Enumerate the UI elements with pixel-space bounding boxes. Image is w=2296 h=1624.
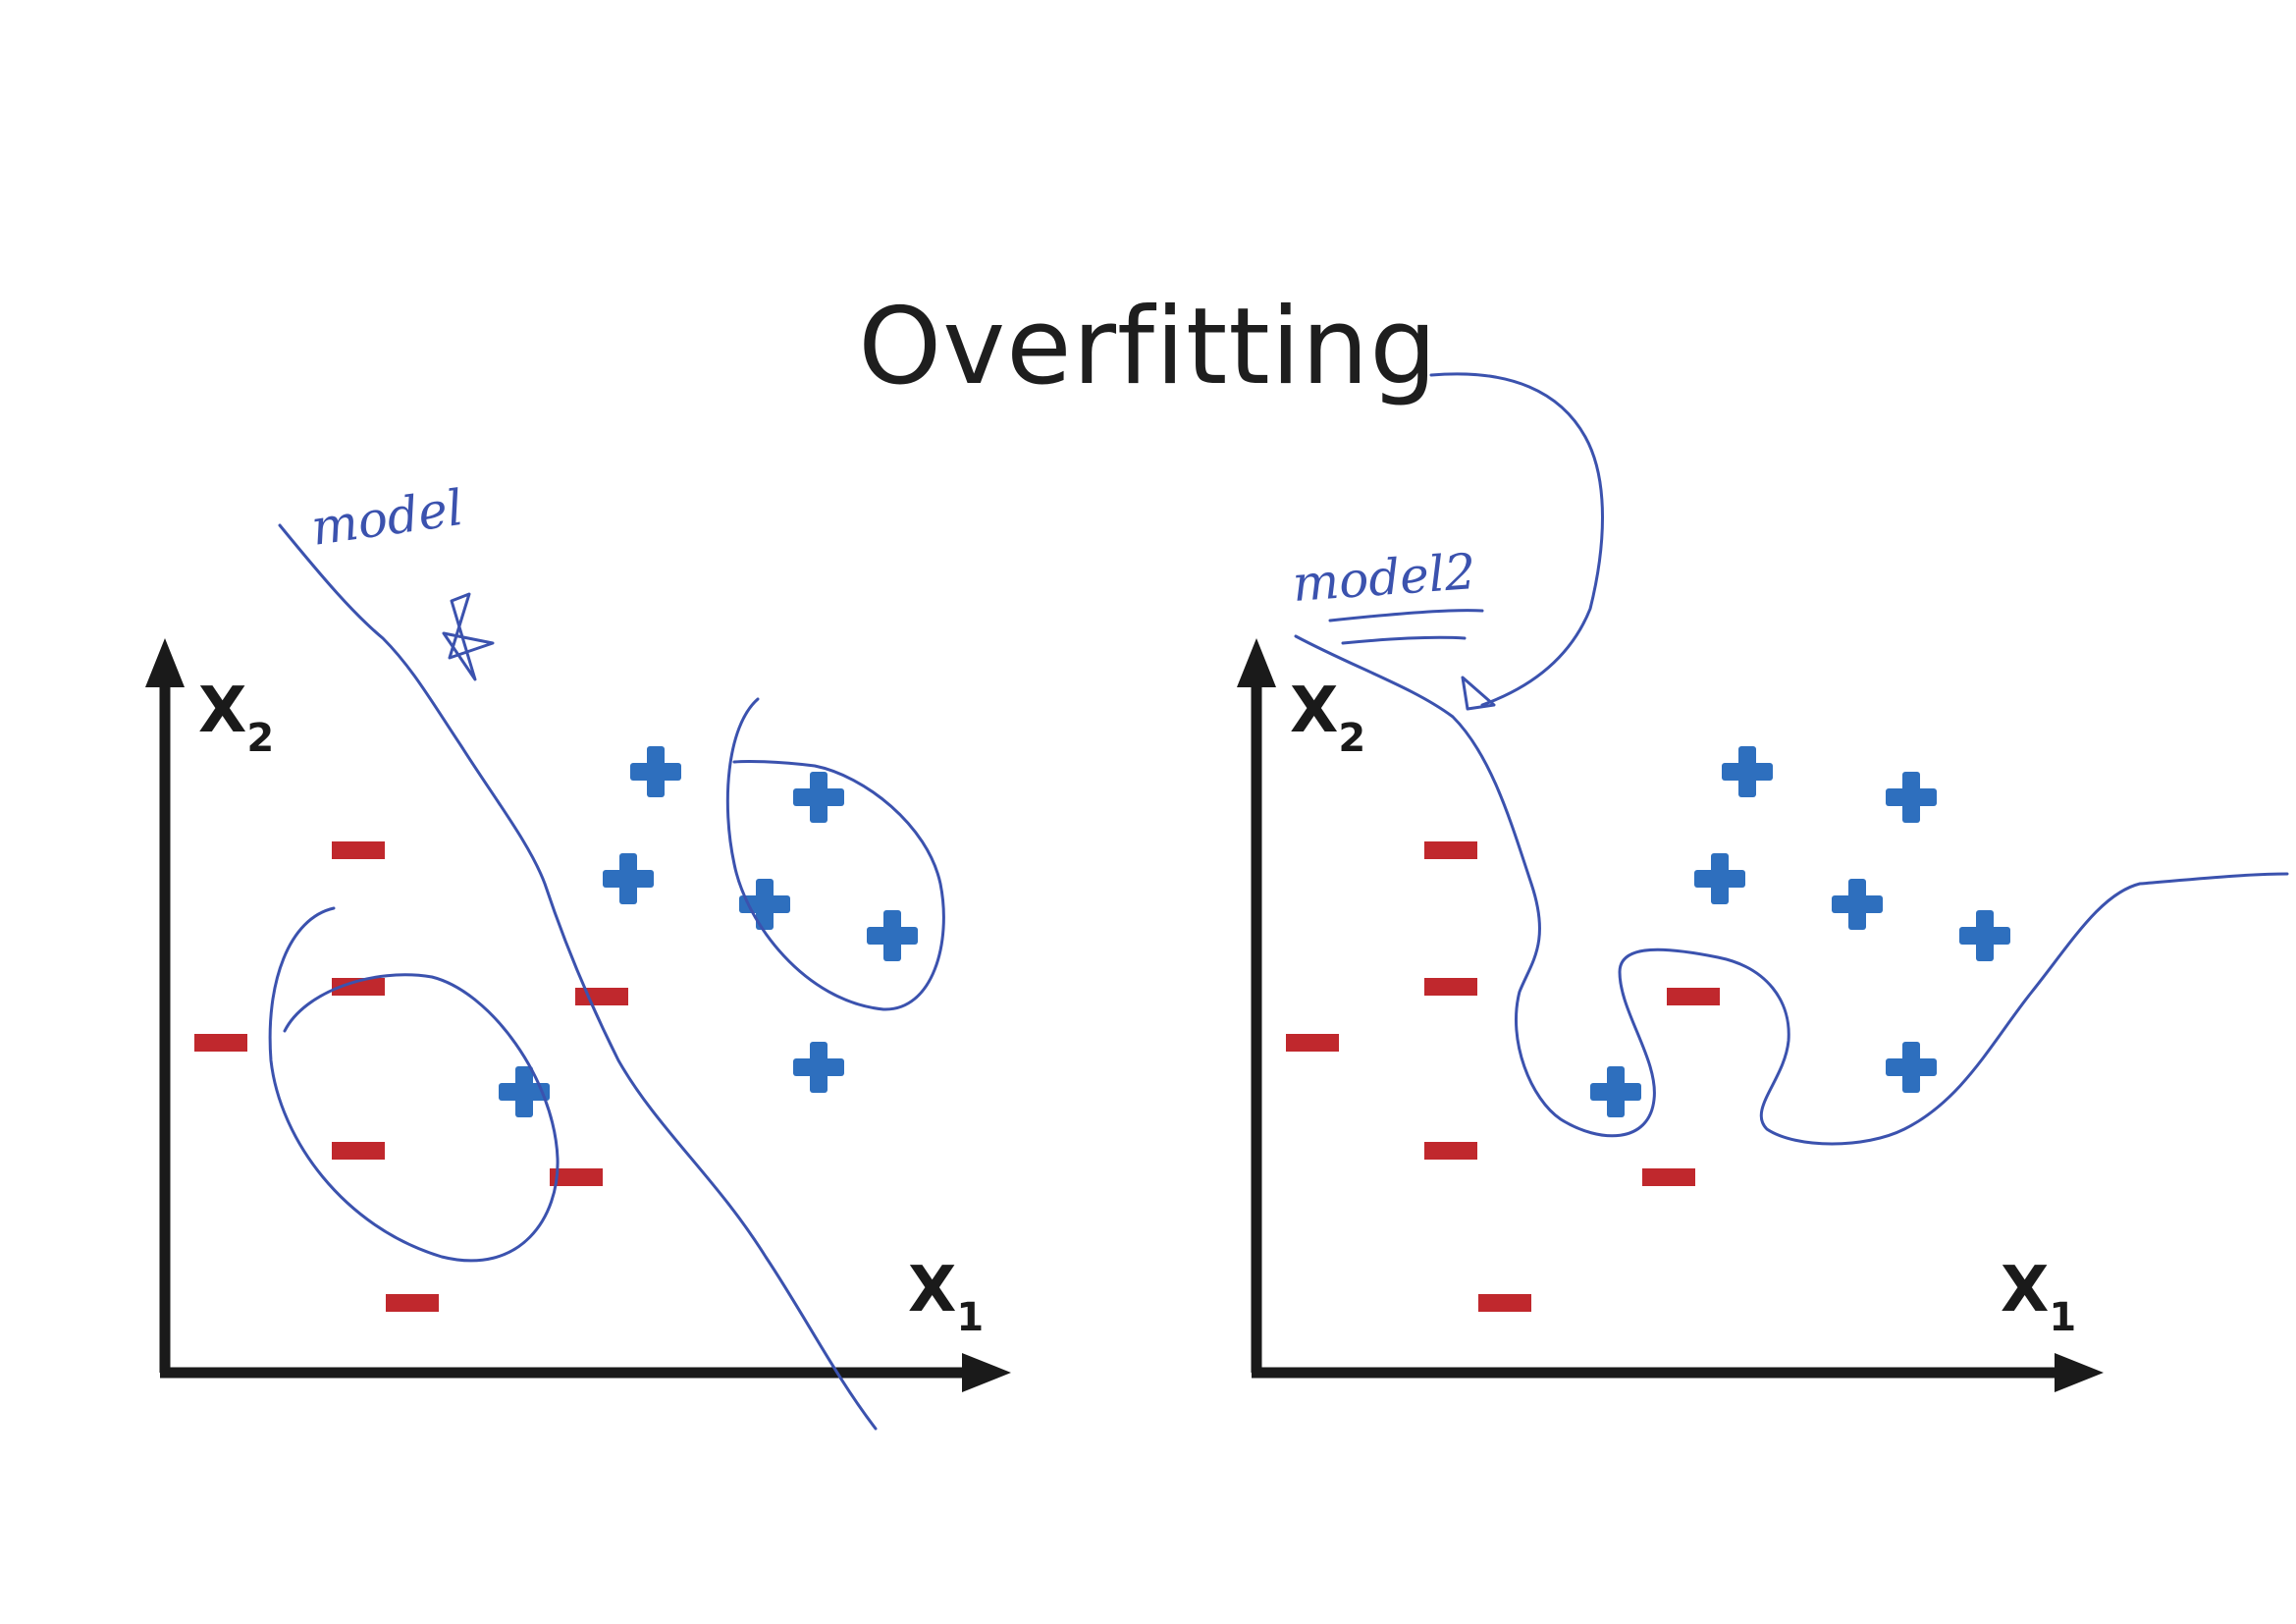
right-y-axis [1237,638,1276,1373]
negative-point [1424,841,1477,859]
overfit-decision-boundary [1294,634,2289,1146]
positive-point [1722,746,1773,797]
negative-point [1642,1168,1695,1186]
arrow-head [1461,676,1496,711]
left-panel: X2 X1 model [145,479,1011,1431]
positive-point [603,853,654,904]
positive-point [1886,772,1937,823]
page-title: Overfitting [858,286,1438,408]
negative-point [386,1294,439,1312]
left-x-axis-label: X1 [908,1254,984,1340]
right-panel: X2 X1 model2 [1237,372,2289,1392]
left-y-axis-label: X2 [198,675,274,761]
negative-point [1478,1294,1531,1312]
positive-point [1832,879,1883,930]
left-ink-annotations: model [268,479,945,1431]
negative-point [332,841,385,859]
right-negative-points [1286,841,1720,1312]
negative-point [550,1168,603,1186]
right-y-axis-label: X2 [1290,675,1365,761]
circle-around-plus-points [725,697,945,1011]
underline-1 [1328,609,1484,623]
right-ink-annotations: model2 [1291,372,2289,1146]
arrow-from-title [1429,372,1604,707]
negative-point [1424,1142,1477,1160]
linear-decision-boundary [278,523,878,1431]
left-handwritten-note: model [308,479,467,557]
negative-point [332,978,385,996]
negative-point [575,988,628,1005]
right-x-axis [1252,1353,2104,1392]
negative-point [1286,1034,1339,1052]
positive-point [1959,910,2010,961]
right-positive-points [1590,746,2010,1117]
negative-point [1667,988,1720,1005]
positive-point [630,746,681,797]
left-y-axis [145,638,185,1373]
negative-point [1424,978,1477,996]
left-x-axis [160,1353,1011,1392]
positive-point [793,1042,844,1093]
right-x-axis-label: X1 [2001,1254,2076,1340]
star-icon [442,592,495,681]
circle-around-outlier [268,906,560,1263]
positive-point [1590,1066,1641,1117]
positive-point [867,910,918,961]
positive-point [1886,1042,1937,1093]
positive-point [793,772,844,823]
negative-point [194,1034,247,1052]
positive-point [1694,853,1745,904]
right-handwritten-note: model2 [1291,543,1478,613]
negative-point [332,1142,385,1160]
left-negative-points [194,841,628,1312]
underline-2 [1341,635,1467,645]
